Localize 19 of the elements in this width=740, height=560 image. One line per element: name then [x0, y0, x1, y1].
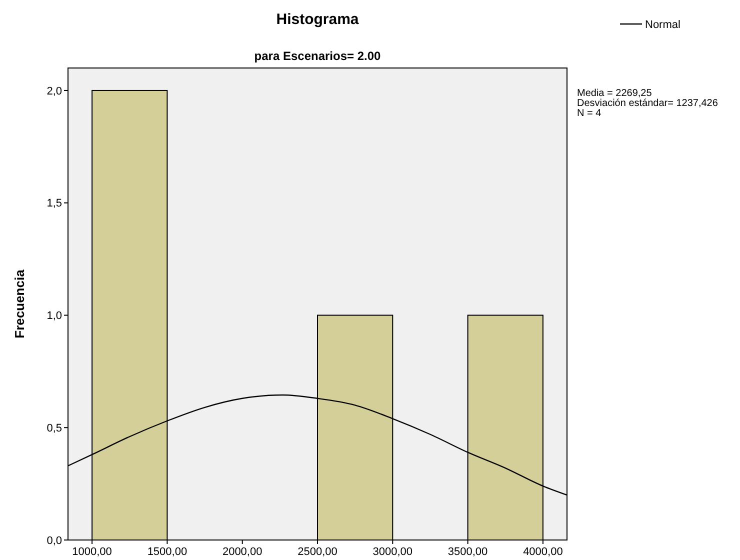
chart-title: Histograma — [276, 11, 360, 28]
text: Media = 2269,25 — [577, 88, 652, 99]
x-tick-label: 3000,00 — [372, 546, 413, 558]
y-axis-title: Frecuencia — [12, 268, 27, 338]
x-tick-label: 4000,00 — [523, 546, 563, 558]
legend-label: Normal — [645, 18, 680, 31]
y-tick-label: 0,5 — [46, 422, 62, 434]
y-tick-label: 0,0 — [46, 534, 62, 547]
x-tick-label: 1000,00 — [72, 546, 112, 558]
x-tick-label: 2000,00 — [222, 546, 262, 558]
x-tick-label: 3500,00 — [448, 546, 488, 558]
y-tick-label: 1,0 — [46, 310, 62, 322]
x-tick-label: 1500,00 — [147, 546, 188, 558]
text: N = 4 — [577, 108, 602, 119]
text: Desviación estándar= 1237,426 — [577, 98, 718, 109]
x-tick-label: 2500,00 — [298, 546, 338, 558]
y-tick-label: 2,0 — [46, 85, 62, 98]
y-tick-label: 1,5 — [46, 198, 62, 210]
chart-subtitle: para Escenarios= 2.00 — [254, 49, 382, 63]
